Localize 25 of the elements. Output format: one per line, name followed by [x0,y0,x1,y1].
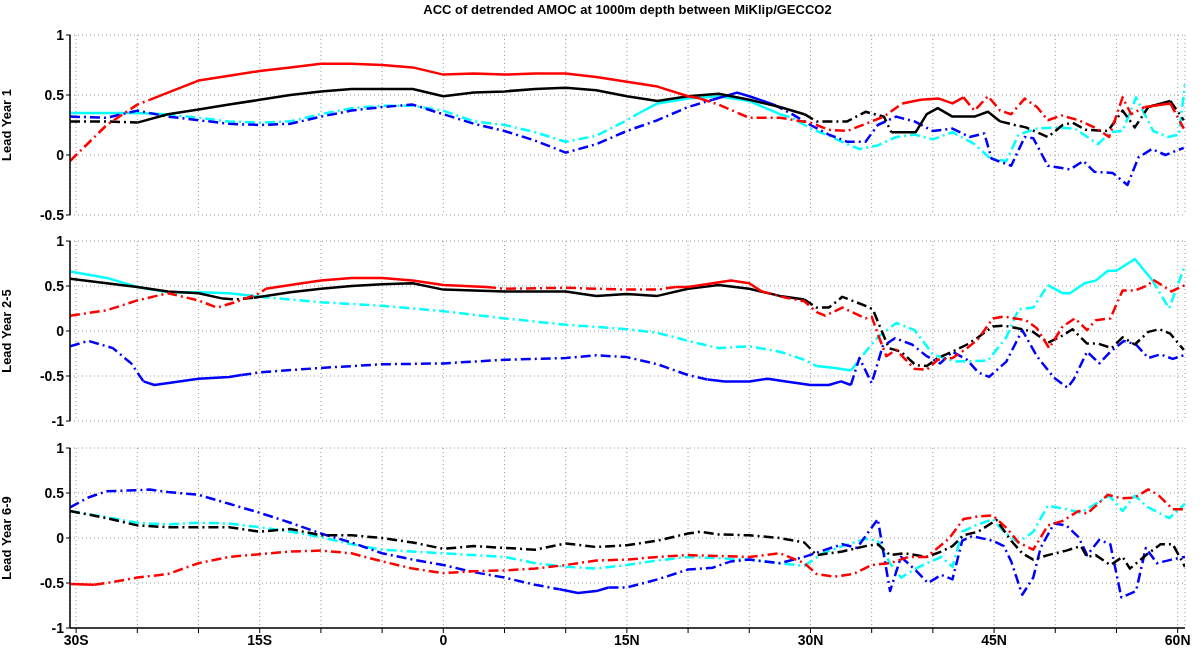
y-tick-label: 0 [56,146,65,163]
x-tick-label: 60N [1164,631,1191,648]
y-tick-label: 1 [56,232,65,249]
y-tick-label: -1 [51,619,65,636]
x-tick-label: 30S [63,631,89,648]
y-tick-label: 0.5 [44,484,65,501]
y-tick-label: 1 [56,439,65,456]
y-axis-title: Lead Year 6-9 [0,496,14,580]
x-tick-label: 15N [614,631,640,648]
y-tick-label: 1 [56,26,65,43]
y-tick-label: -0.5 [39,367,65,384]
y-axis-title: Lead Year 2-5 [0,289,14,373]
y-tick-label: 0 [56,529,65,546]
y-tick-label: 0.5 [44,86,65,103]
y-tick-label: 0 [56,322,65,339]
x-tick-label: 15S [247,631,273,648]
x-tick-label: 0 [439,631,448,648]
y-tick-label: -0.5 [39,206,65,223]
y-axis-title: Lead Year 1 [0,88,14,162]
y-tick-label: -1 [51,412,65,429]
chart-title: ACC of detrended AMOC at 1000m depth between MiKlip/GECCO2 [422,2,833,17]
x-tick-label: 45N [981,631,1007,648]
x-tick-label: 30N [797,631,824,648]
y-tick-label: -0.5 [39,574,65,591]
y-tick-label: 0.5 [44,277,65,294]
